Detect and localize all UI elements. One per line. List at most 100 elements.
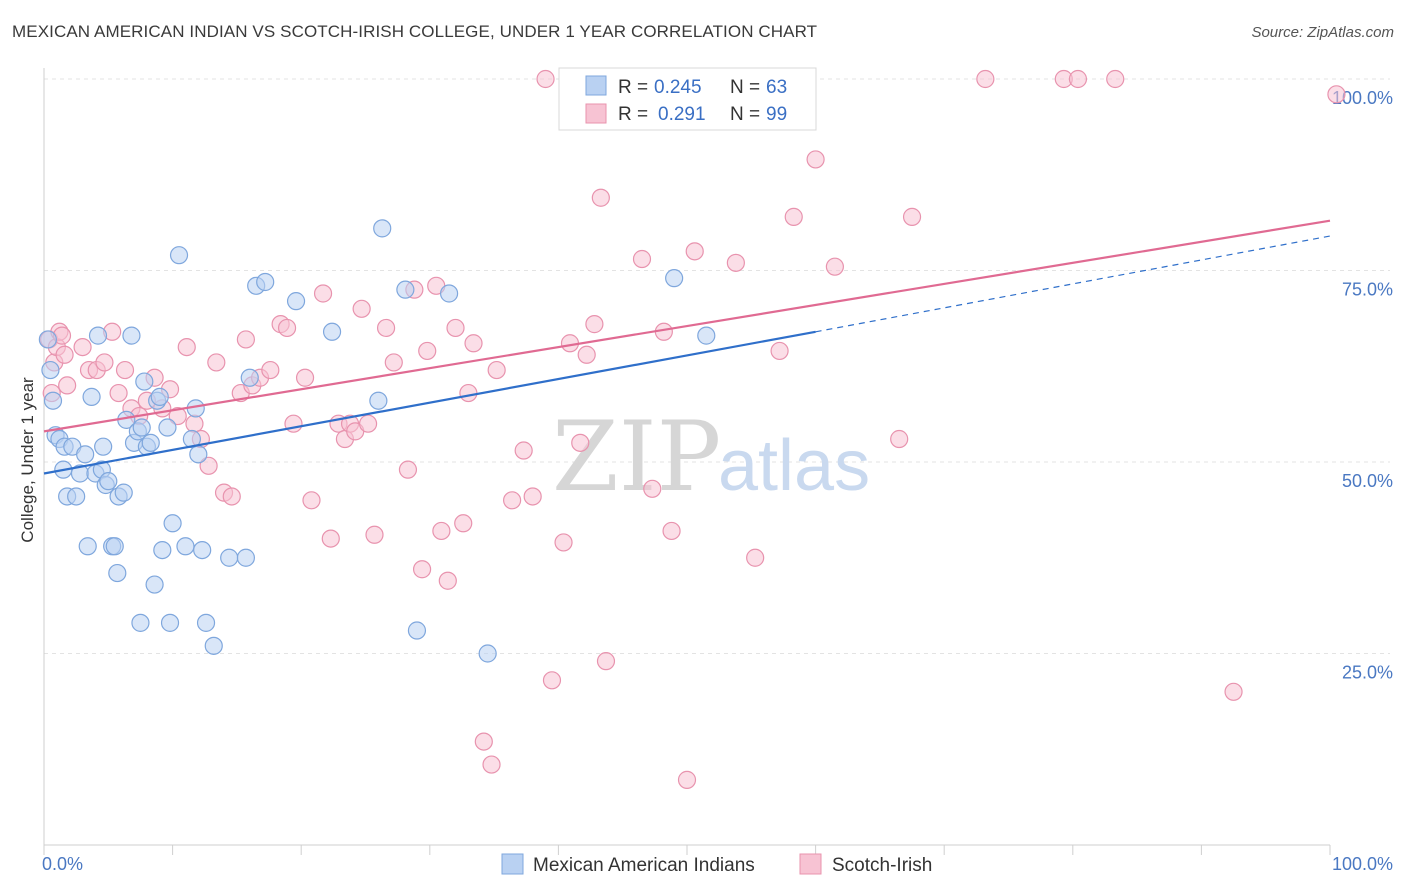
point-scotch-irish — [459, 383, 478, 403]
legend-r-value-blue: 0.245 — [654, 77, 702, 98]
point-scotch-irish — [302, 491, 321, 510]
point-scotch-irish — [677, 770, 697, 789]
point-mexican-american-indians — [141, 433, 160, 452]
correlation-legend: R = 0.245 N = 63 R = 0.291 N = 99 — [558, 67, 817, 131]
point-scotch-irish — [398, 460, 418, 479]
point-scotch-irish — [73, 338, 92, 357]
legend-n-label-pink: N = — [730, 104, 760, 125]
point-mexican-american-indians — [182, 429, 201, 449]
point-scotch-irish — [643, 479, 662, 498]
point-scotch-irish — [1224, 682, 1243, 701]
point-scotch-irish — [432, 521, 451, 541]
point-mexican-american-indians — [132, 418, 151, 437]
point-mexican-american-indians — [41, 360, 60, 380]
point-scotch-irish — [352, 299, 371, 318]
point-scotch-irish — [55, 345, 74, 364]
point-mexican-american-indians — [369, 391, 388, 410]
x-tick-label-max: 100.0% — [1332, 854, 1393, 874]
point-scotch-irish — [321, 529, 340, 548]
bottom-legend-label-pink: Scotch-Irish — [832, 855, 932, 876]
point-scotch-irish — [474, 732, 493, 751]
legend-r-value-pink: 0.291 — [658, 104, 706, 125]
point-scotch-irish — [95, 353, 114, 372]
point-scotch-irish — [902, 207, 922, 226]
mexican-american-indians-points — [38, 219, 716, 663]
point-scotch-irish — [571, 433, 590, 452]
point-mexican-american-indians — [256, 272, 275, 292]
point-scotch-irish — [591, 188, 610, 207]
point-scotch-irish — [313, 284, 333, 303]
scotch-irish-points — [40, 69, 1346, 789]
point-mexican-american-indians — [240, 368, 259, 387]
point-scotch-irish — [503, 491, 522, 510]
point-scotch-irish — [784, 207, 803, 226]
y-tick-label: 75.0% — [1342, 280, 1393, 300]
point-mexican-american-indians — [105, 537, 124, 556]
point-mexican-american-indians — [94, 437, 113, 456]
point-mexican-american-indians — [150, 387, 169, 406]
point-mexican-american-indians — [169, 246, 189, 265]
point-mexican-american-indians — [286, 292, 306, 311]
chart-title: MEXICAN AMERICAN INDIAN VS SCOTCH-IRISH … — [12, 22, 818, 41]
point-mexican-american-indians — [67, 487, 86, 506]
trend-line-mexican-american-indians — [43, 330, 816, 475]
point-mexican-american-indians — [43, 391, 63, 410]
point-scotch-irish — [662, 521, 681, 541]
point-scotch-irish — [277, 318, 297, 338]
watermark: ZIP atlas — [552, 401, 870, 513]
y-tick-label: 100.0% — [1332, 88, 1393, 108]
point-scotch-irish — [438, 571, 457, 590]
series-legend: Mexican American Indians Scotch-Irish — [501, 853, 932, 876]
point-scotch-irish — [523, 487, 542, 506]
point-mexican-american-indians — [153, 540, 172, 560]
point-mexican-american-indians — [220, 548, 239, 567]
point-mexican-american-indians — [407, 621, 427, 640]
point-scotch-irish — [770, 341, 789, 361]
point-scotch-irish — [168, 406, 187, 426]
point-scotch-irish — [726, 253, 745, 272]
point-mexican-american-indians — [158, 418, 177, 437]
point-scotch-irish — [1327, 85, 1346, 104]
point-scotch-irish — [554, 533, 573, 552]
point-mexican-american-indians — [88, 326, 108, 345]
point-mexican-american-indians — [160, 613, 180, 632]
point-scotch-irish — [412, 560, 432, 579]
trend-line-scotch-irish — [43, 219, 1331, 433]
point-scotch-irish — [365, 525, 384, 544]
legend-n-value-pink: 99 — [766, 104, 787, 125]
y-axis-label: College, Under 1 year — [18, 377, 37, 543]
source-credit: Source: ZipAtlas.com — [1251, 24, 1394, 41]
point-scotch-irish — [358, 414, 378, 433]
point-mexican-american-indians — [38, 330, 57, 349]
grid: 25.0% 50.0% 75.0% 100.0% — [44, 78, 1393, 683]
point-scotch-irish — [514, 441, 533, 460]
point-mexican-american-indians — [189, 445, 208, 464]
point-scotch-irish — [596, 652, 616, 671]
point-scotch-irish — [58, 376, 77, 395]
point-mexican-american-indians — [163, 514, 182, 533]
point-mexican-american-indians — [322, 322, 342, 341]
watermark-atlas: atlas — [718, 426, 870, 506]
point-scotch-irish — [585, 315, 604, 334]
point-scotch-irish — [115, 360, 135, 380]
point-mexican-american-indians — [697, 326, 716, 345]
axes — [43, 68, 1331, 855]
point-scotch-irish — [536, 69, 555, 89]
point-scotch-irish — [222, 487, 241, 506]
point-scotch-irish — [446, 318, 465, 338]
trend-line-extension-mexican-american-indians — [815, 235, 1331, 333]
point-scotch-irish — [1068, 69, 1088, 89]
point-scotch-irish — [825, 257, 844, 276]
point-mexican-american-indians — [82, 387, 101, 406]
legend-n-label-blue: N = — [730, 77, 760, 98]
point-mexican-american-indians — [76, 445, 95, 464]
point-mexican-american-indians — [478, 644, 497, 663]
point-scotch-irish — [109, 383, 128, 403]
bottom-legend-swatch-blue — [501, 853, 524, 875]
point-mexican-american-indians — [196, 613, 216, 632]
point-mexican-american-indians — [236, 548, 256, 567]
point-scotch-irish — [295, 368, 315, 387]
point-scotch-irish — [806, 150, 825, 169]
point-mexican-american-indians — [204, 636, 223, 655]
